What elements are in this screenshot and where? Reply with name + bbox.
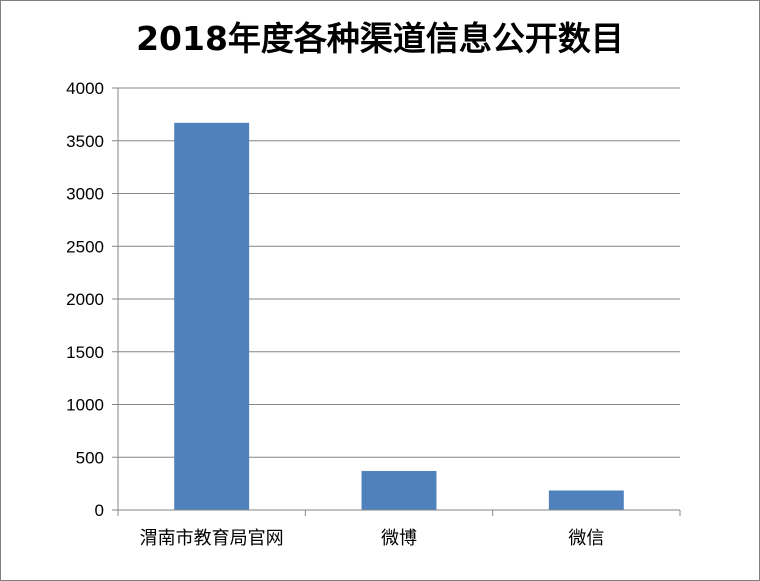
y-tick-label: 4000 xyxy=(66,79,104,98)
y-tick-label: 1000 xyxy=(66,396,104,415)
x-category-label: 微信 xyxy=(568,528,604,549)
y-tick-label: 3000 xyxy=(66,185,104,204)
bars xyxy=(174,122,624,510)
y-tick-label: 2500 xyxy=(66,237,104,256)
bar-2 xyxy=(548,490,624,510)
y-tick-label: 3500 xyxy=(66,132,104,151)
y-tick-labels: 0 500 1000 1500 2000 2500 3000 3500 4000 xyxy=(66,79,104,520)
bar-0 xyxy=(174,122,250,510)
y-tick-label: 1500 xyxy=(66,343,104,362)
x-category-label: 微博 xyxy=(381,528,417,549)
y-tick-label: 0 xyxy=(95,501,104,520)
axes xyxy=(112,87,681,516)
y-tick-label: 500 xyxy=(76,448,104,467)
y-tick-label: 2000 xyxy=(66,290,104,309)
chart-title: 2018年度各种渠道信息公开数目 xyxy=(136,19,624,58)
x-category-label: 渭南市教育局官网 xyxy=(140,528,284,549)
bar-1 xyxy=(361,470,437,510)
x-category-labels: 渭南市教育局官网 微博 微信 xyxy=(140,528,605,549)
